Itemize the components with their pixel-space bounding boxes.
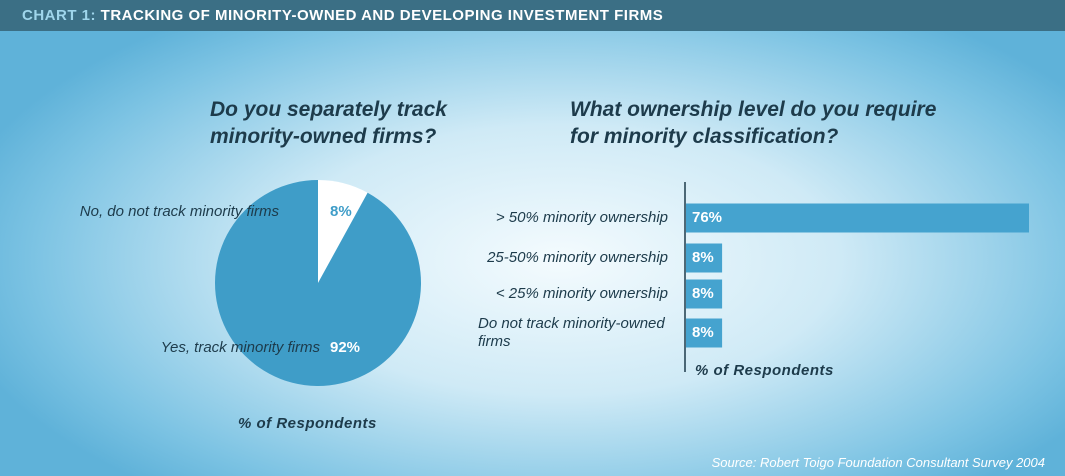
category-label: Do not track minority-owned firms	[478, 315, 665, 350]
bar-title: What ownership level do you require for …	[570, 98, 937, 148]
value-label: 8%	[692, 324, 714, 341]
pie-slice	[318, 180, 368, 283]
slice-label: No, do not track minority firms	[79, 203, 279, 220]
pie-slice	[214, 180, 421, 386]
header-title: TRACKING OF MINORITY-OWNED AND DEVELOPIN…	[100, 7, 664, 24]
source: Source: Robert Toigo Foundation Consulta…	[711, 455, 1045, 470]
bar	[686, 318, 723, 348]
bar	[686, 243, 723, 273]
category-label: < 25% minority ownership	[495, 285, 668, 302]
pie-xlabel: % of Respondents	[238, 415, 377, 432]
bar	[686, 203, 1029, 233]
slice-label: Yes, track minority firms	[160, 339, 320, 356]
value-label: 8%	[330, 203, 352, 220]
header: CHART 1: TRACKING OF MINORITY-OWNED AND …	[0, 0, 1065, 31]
pie-title: Do you separately track minority-owned f…	[210, 98, 447, 148]
bar	[686, 279, 723, 309]
category-label: 25-50% minority ownership	[487, 249, 668, 266]
value-label: 76%	[692, 209, 723, 226]
header-label: CHART 1:	[22, 7, 96, 24]
category-label: > 50% minority ownership	[495, 209, 668, 226]
value-label: 8%	[692, 249, 714, 266]
bar-xlabel: % of Respondents	[695, 362, 834, 379]
value-label: 8%	[692, 285, 714, 302]
value-label: 92%	[330, 339, 361, 356]
